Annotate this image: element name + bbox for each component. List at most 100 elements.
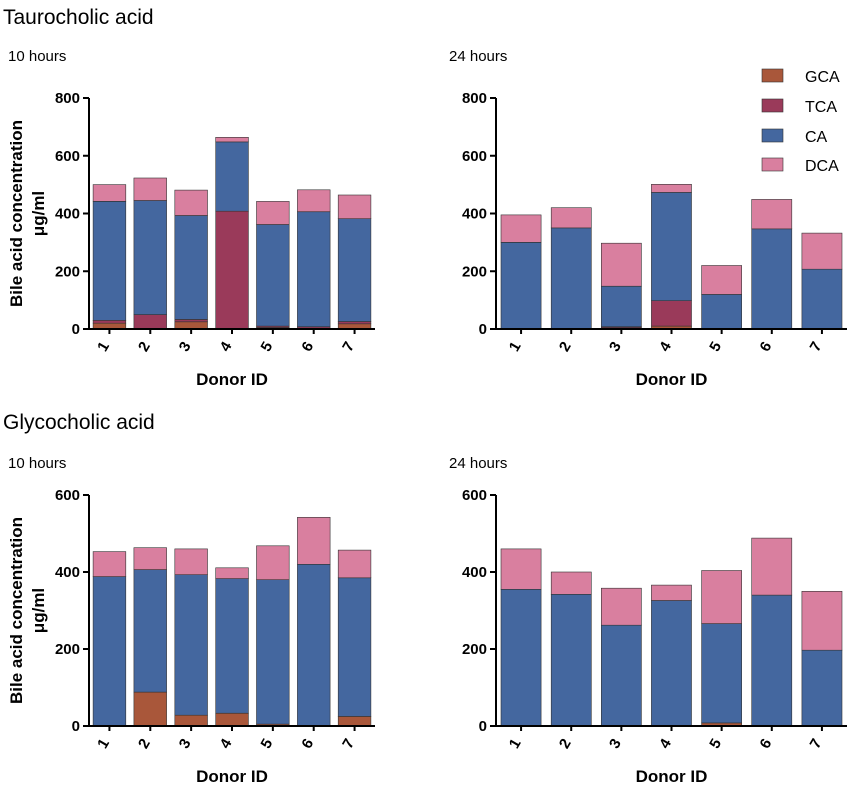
panel-glycocholic-24h: 24 hours 1 2 3 4 5 6 7 0 200 400 600 Donor ID (449, 455, 847, 786)
bar-gca-donor-4 (215, 712, 249, 727)
x-tick-label: 7 (807, 339, 826, 355)
bar-ca-donor-5 (701, 294, 742, 330)
bar-ca-donor-3 (600, 624, 642, 727)
bar-ca-donor-3 (600, 285, 642, 327)
x-tick-label: 5 (706, 339, 725, 355)
panel-title: 24 hours (449, 48, 507, 65)
x-axis-label: Donor ID (636, 370, 708, 389)
x-tick-label: 1 (506, 736, 525, 752)
legend-swatch-ca (761, 128, 784, 143)
bar-dca-donor-1 (92, 551, 127, 577)
bar-tca-donor-2 (133, 314, 167, 330)
x-axis-label: Donor ID (196, 370, 268, 389)
bar-dca-donor-3 (600, 587, 642, 626)
x-tick-label: 3 (606, 736, 625, 752)
bar-tca-donor-4 (215, 210, 249, 330)
x-tick-label: 1 (506, 339, 525, 355)
bar-ca-donor-7 (337, 577, 372, 717)
x-tick-label: 2 (135, 339, 154, 355)
x-tick-label: 4 (217, 735, 236, 751)
panel-taurocholic-24h: 24 hours 1 2 3 4 5 6 7 0 200 400 600 800 Donor ID (449, 48, 847, 389)
bar-dca-donor-1 (500, 214, 542, 243)
bar-dca-donor-7 (801, 232, 843, 270)
x-tick-label: 7 (807, 736, 826, 752)
y-tick-label: 400 (55, 564, 80, 581)
bar-ca-donor-4 (651, 192, 692, 301)
panel-title: 10 hours (8, 455, 66, 472)
bar-dca-donor-7 (337, 549, 372, 579)
bar-gca-donor-3 (174, 714, 208, 727)
bar-dca-donor-6 (297, 189, 331, 213)
bar-gca-donor-2 (133, 691, 167, 727)
y-tick-label: 0 (72, 321, 80, 338)
bar-ca-donor-7 (801, 268, 843, 330)
bar-ca-donor-1 (500, 242, 542, 330)
bar-ca-donor-7 (801, 649, 843, 727)
x-tick-label: 1 (94, 339, 113, 355)
bar-dca-donor-5 (701, 265, 742, 295)
bar-dca-donor-5 (256, 201, 290, 225)
y-tick-label: 600 (462, 487, 487, 504)
x-tick-label: 2 (556, 339, 575, 355)
bar-dca-donor-3 (174, 189, 208, 216)
bar-ca-donor-7 (337, 218, 372, 322)
bar-ca-donor-1 (92, 576, 127, 727)
bar-ca-donor-4 (215, 141, 249, 212)
y-axis-label: Bile acid concentration (7, 517, 26, 704)
bar-dca-donor-5 (701, 570, 742, 624)
bar-dca-donor-4 (215, 137, 249, 143)
bar-dca-donor-4 (651, 584, 692, 601)
bar-dca-donor-7 (801, 590, 843, 651)
x-tick-label: 6 (298, 736, 317, 752)
bar-dca-donor-4 (215, 567, 249, 579)
bar-dca-donor-5 (256, 545, 290, 580)
panel-title: 24 hours (449, 455, 507, 472)
y-tick-label: 400 (462, 206, 487, 223)
x-tick-label: 5 (706, 736, 725, 752)
x-tick-label: 3 (606, 339, 625, 355)
panel-glycocholic-10h: 10 hours 1 2 3 4 5 6 7 0 200 400 600 Donor ID Bile ac… (7, 455, 375, 786)
bar-dca-donor-3 (174, 548, 208, 576)
section-title-glycocholic: Glycocholic acid (3, 411, 155, 434)
x-tick-label: 7 (339, 736, 358, 752)
bar-ca-donor-4 (215, 578, 249, 714)
y-axis-label: Bile acid concentration (7, 120, 26, 307)
bar-dca-donor-2 (550, 571, 592, 595)
bar-ca-donor-5 (701, 623, 742, 724)
bar-dca-donor-3 (600, 242, 642, 287)
bar-dca-donor-4 (651, 184, 692, 193)
y-tick-label: 400 (55, 206, 80, 223)
bar-ca-donor-2 (550, 227, 592, 330)
y-tick-label: 600 (55, 487, 80, 504)
bar-dca-donor-2 (550, 207, 592, 229)
y-tick-label: 0 (479, 321, 487, 338)
legend-label-tca: TCA (805, 99, 837, 116)
x-tick-label: 6 (756, 736, 775, 752)
y-tick-label: 800 (55, 90, 80, 107)
x-tick-label: 2 (135, 736, 154, 752)
bar-dca-donor-7 (337, 194, 372, 220)
bar-ca-donor-6 (297, 563, 331, 727)
y-axis-unit-label: μg/ml (29, 191, 48, 236)
legend-item-dca: DCA (761, 157, 839, 175)
bar-tca-donor-7 (337, 321, 372, 325)
bar-ca-donor-6 (297, 211, 331, 328)
legend-swatch-dca (761, 157, 784, 172)
bar-dca-donor-2 (133, 177, 167, 201)
legend-swatch-tca (761, 98, 784, 113)
y-tick-label: 800 (462, 90, 487, 107)
y-tick-label: 600 (462, 148, 487, 165)
x-tick-label: 6 (756, 339, 775, 355)
bar-ca-donor-4 (651, 600, 692, 727)
y-tick-label: 200 (462, 263, 487, 280)
legend-label-ca: CA (805, 129, 828, 146)
panel-taurocholic-10h: 10 hours 1 2 3 4 5 6 7 0 200 400 600 800 Donor ID Bile… (7, 48, 375, 389)
y-tick-label: 200 (55, 263, 80, 280)
y-axis-unit-label: μg/ml (29, 588, 48, 633)
x-tick-label: 3 (176, 736, 195, 752)
legend-item-gca: GCA (761, 68, 840, 86)
y-tick-label: 200 (55, 641, 80, 658)
y-tick-label: 400 (462, 564, 487, 581)
bar-ca-donor-3 (174, 215, 208, 320)
